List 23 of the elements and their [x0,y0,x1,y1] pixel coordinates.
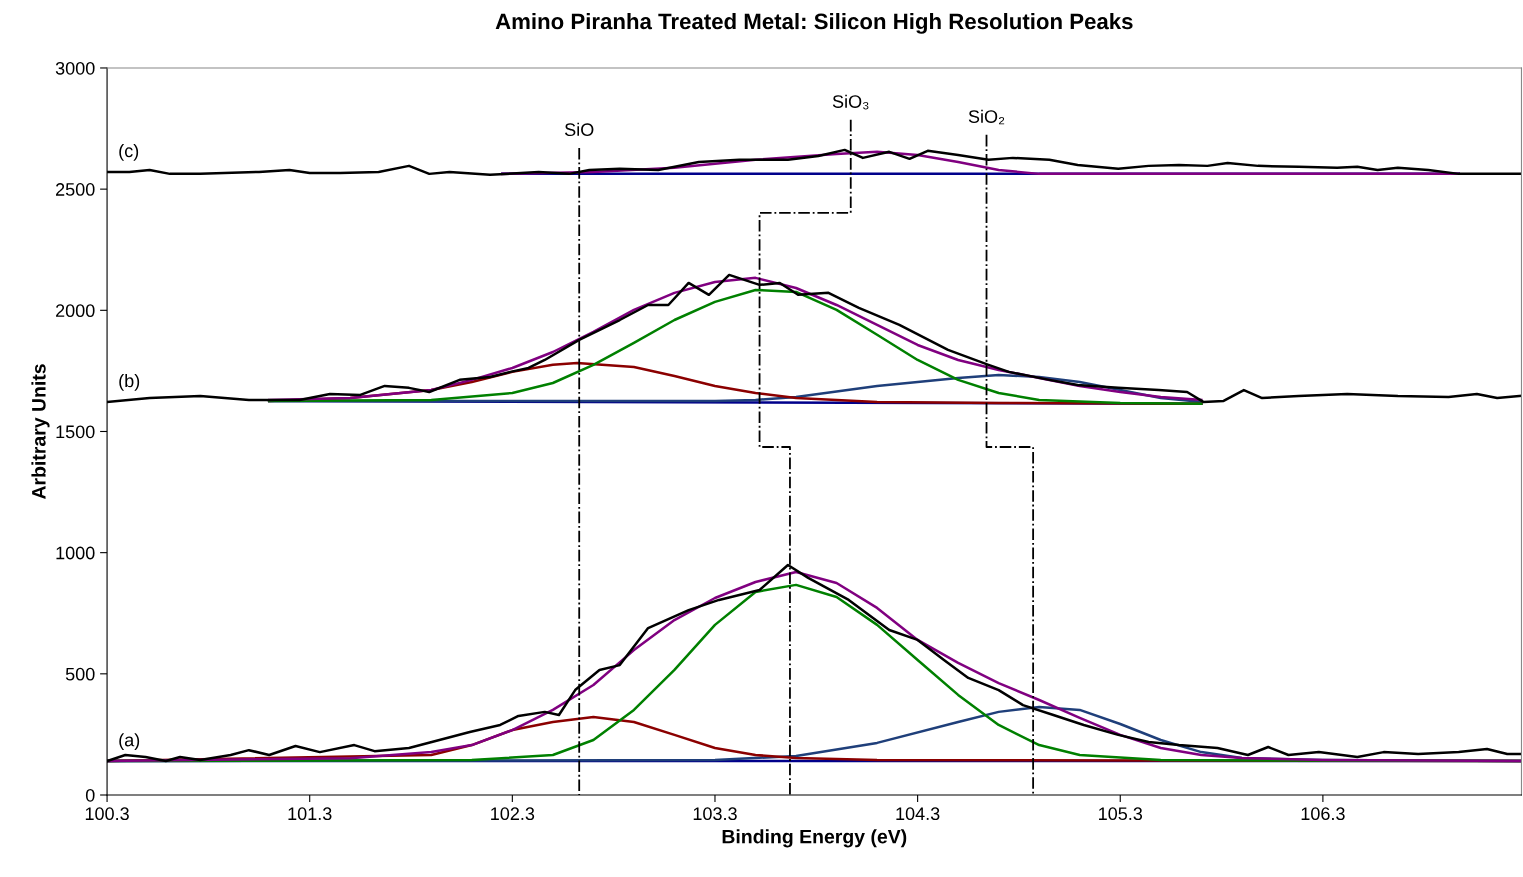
y-tick-label: 0 [85,788,95,802]
x-tick-label: 100.3 [85,807,129,821]
series-label: SiO₂ [968,109,1005,125]
y-tick-label: 500 [65,667,95,681]
series-label: (a) [119,733,140,750]
y-tick-label: 2500 [56,183,95,196]
series-label: (c) [119,143,139,161]
x-tick-label: 101.3 [288,807,332,821]
y-tick-label: 1500 [56,425,95,439]
series-label: SiO₃ [832,94,869,110]
y-tick-label: 3000 [55,61,95,75]
x-tick-label: 103.3 [693,807,737,821]
x-tick-label: 106.3 [1301,807,1345,821]
y-tick-label: 2000 [56,304,95,318]
y-tick-label: 1000 [56,546,95,560]
chart-title: Amino Piranha Treated Metal: Silicon High Resolution Peaks [495,12,1133,34]
series-label: SiO [564,122,594,137]
x-axis-title: Binding Energy (eV) [722,829,907,848]
x-tick-label: 104.3 [896,807,940,821]
x-tick-label: 102.3 [491,807,535,821]
x-tick-label: 105.3 [1099,807,1143,821]
series-label: (b) [119,373,140,391]
y-axis-title: Arbitrary Units [31,364,50,500]
